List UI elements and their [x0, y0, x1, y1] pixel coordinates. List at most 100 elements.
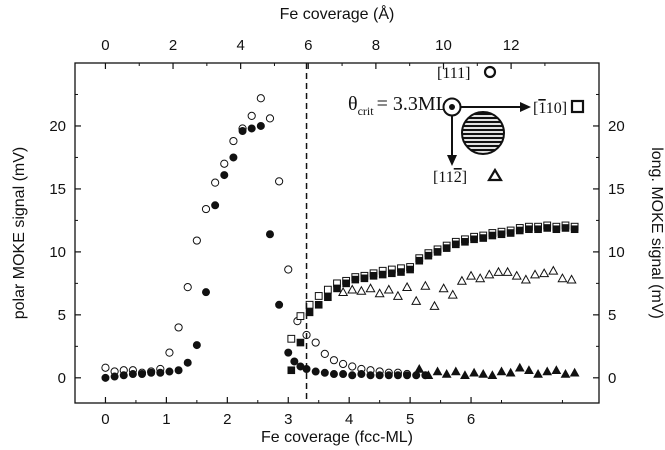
circle-open-point [311, 338, 320, 347]
triangle-open-point [493, 266, 504, 276]
circle-filled-point [275, 300, 284, 309]
circle-open-point [174, 323, 183, 332]
circle-filled-point [348, 371, 357, 380]
square-open-point [296, 312, 305, 321]
triangle-open-point [539, 268, 550, 278]
square-filled-point [314, 300, 323, 309]
y-tick-label: 0 [58, 370, 66, 387]
circle-filled-point [339, 370, 348, 379]
triangle-filled-point [496, 366, 507, 376]
triangle-open-point [411, 295, 422, 305]
square-filled-point [570, 225, 579, 234]
x-tick-label: 6 [467, 411, 475, 428]
triangle-open-point [475, 273, 486, 283]
square-filled-point [424, 251, 433, 260]
triangle-open-point [529, 269, 541, 279]
square-filled-point [360, 274, 369, 283]
y2-tick-label: 0 [608, 370, 616, 387]
triangle-open-point [365, 283, 376, 293]
circle-open-point [211, 178, 220, 187]
triangle-open-point [374, 288, 385, 298]
triangle-filled-point [533, 369, 543, 378]
square-filled-point [324, 293, 332, 302]
triangle-filled-point [423, 370, 434, 380]
circle-open-point [265, 114, 275, 123]
circle-filled-point [119, 371, 128, 380]
square-open-point [314, 292, 323, 300]
triangle-filled-point [478, 369, 489, 378]
circle-filled-point [101, 373, 110, 382]
square-open-point [287, 334, 296, 343]
triangle-open-point [383, 284, 394, 294]
arrow-112-head [447, 155, 457, 166]
dir-112-close: ] [462, 169, 467, 186]
circle-filled-point [375, 371, 384, 380]
square-filled-point [442, 244, 451, 252]
arrow-110-head [520, 102, 531, 112]
triangle-open-point [338, 286, 349, 297]
x-axis-label: Fe coverage (fcc-ML) [261, 429, 413, 446]
triangle-open-point [392, 290, 403, 300]
direction-111-marker [483, 65, 497, 79]
circle-filled-point [393, 371, 402, 380]
circle-filled-point [366, 371, 375, 380]
triangle-filled-point [569, 367, 580, 377]
triangle-open-point [438, 283, 449, 293]
square-filled-point [388, 269, 396, 278]
circle-filled-point [384, 371, 393, 380]
square-filled-point [515, 226, 524, 235]
circle-open-point [329, 356, 339, 365]
triangle-filled-point [432, 366, 443, 376]
circle-filled-point [174, 366, 183, 375]
triangle-filled-point [560, 369, 571, 378]
theta-crit-annotation: θcrit = 3.3ML [348, 93, 448, 118]
y2-tick-label: 15 [608, 181, 625, 198]
y2-tick-label: 5 [608, 307, 616, 324]
circle-filled-point [290, 357, 299, 366]
circle-filled-point [284, 348, 293, 357]
triangle-open-point [447, 289, 458, 299]
triangle-filled-point [524, 365, 534, 375]
square-filled-point [333, 284, 341, 293]
triangle-filled-point [542, 366, 553, 376]
direction-112-label: [112] [433, 169, 467, 186]
theta-value: = 3.3ML [377, 93, 448, 115]
crystal-orientation-inset: [111] [110] [112] [433, 65, 585, 186]
y2-tick-label: 10 [608, 244, 625, 261]
circle-filled-point [320, 368, 329, 377]
circle-filled-point [110, 372, 119, 381]
y2-tick-label: 20 [608, 118, 625, 135]
circle-filled-point [329, 370, 338, 379]
square-filled-point [497, 230, 506, 239]
circle-filled-point [412, 371, 421, 380]
square-filled-point [534, 225, 542, 234]
square-filled-point [369, 272, 378, 280]
data-marks-layer [101, 94, 580, 382]
square-filled-point [351, 275, 360, 284]
dir-110-open: [ [533, 100, 538, 117]
y-tick-label: 20 [49, 118, 66, 135]
x2-tick-label: 2 [169, 37, 177, 54]
dir-110-close: 10] [546, 100, 567, 117]
x-tick-label: 5 [406, 411, 414, 428]
dir-112-bar-digit: 2 [454, 169, 462, 186]
triangle-open-point [511, 270, 522, 280]
y-tick-label: 15 [49, 181, 66, 198]
circle-filled-point [256, 121, 265, 130]
square-filled-point [296, 338, 305, 347]
triangle-open-point [420, 280, 431, 290]
square-filled-point [461, 238, 469, 246]
y2-axis-label: long. MOKE signal (mV) [648, 147, 665, 319]
circle-filled-point [357, 370, 366, 379]
triangle-filled-point [450, 366, 461, 376]
y-axis-label: polar MOKE signal (mV) [11, 147, 28, 320]
circle-open-point [229, 136, 238, 146]
circle-open-point [284, 265, 293, 274]
triangle-filled-point [487, 370, 498, 380]
plot-frame [74, 62, 600, 404]
y-tick-label: 5 [58, 307, 66, 324]
triangle-open-point [557, 273, 568, 283]
square-filled-point [287, 366, 296, 375]
triangle-open-point [456, 275, 467, 285]
